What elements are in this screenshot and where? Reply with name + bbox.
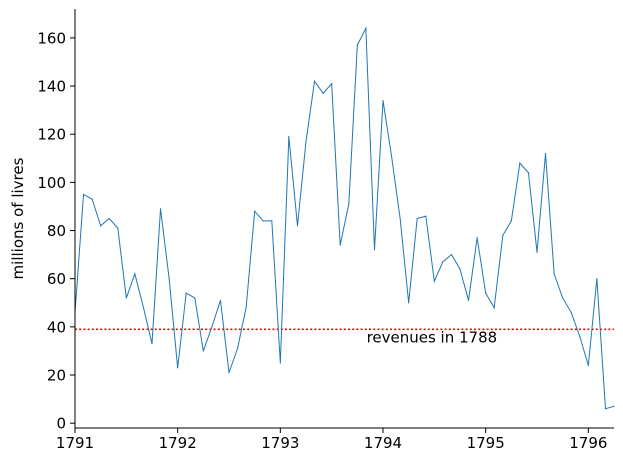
data-point xyxy=(331,83,333,85)
data-point xyxy=(142,306,145,309)
y-tick-label: 100 xyxy=(37,174,66,192)
x-tick-label: 1792 xyxy=(159,434,197,452)
data-point xyxy=(373,249,376,251)
data-point xyxy=(510,220,512,222)
data-point xyxy=(100,225,102,227)
data-point xyxy=(613,405,615,407)
y-axis: 0 20 40 60 80 100 120 140 160 millions of livres xyxy=(9,9,76,433)
x-axis: 1791 1792 1793 1794 1795 1796 xyxy=(56,427,614,452)
y-tick-label: 0 xyxy=(56,415,66,433)
data-point xyxy=(390,155,393,157)
data-point xyxy=(185,292,187,294)
data-point xyxy=(245,306,247,309)
x-tick-label: 1794 xyxy=(364,434,402,452)
data-point xyxy=(382,99,384,102)
data-point xyxy=(536,251,538,253)
data-point xyxy=(82,193,85,196)
data-point xyxy=(604,408,607,410)
y-ticks: 0 20 40 60 80 100 120 140 160 xyxy=(37,29,75,433)
data-point xyxy=(219,299,222,301)
data-point xyxy=(288,136,290,138)
x-ticks: 1791 1792 1793 1794 1795 1796 xyxy=(56,428,607,452)
data-point xyxy=(305,140,307,143)
data-point xyxy=(194,297,196,299)
data-point xyxy=(553,273,555,275)
data-point xyxy=(596,278,598,280)
data-point xyxy=(91,198,93,200)
y-tick-label: 80 xyxy=(47,222,66,240)
y-tick-label: 160 xyxy=(37,29,66,47)
data-point xyxy=(177,367,179,369)
y-tick-label: 20 xyxy=(47,367,66,385)
data-point xyxy=(544,152,547,155)
data-point xyxy=(493,306,495,309)
x-tick-label: 1795 xyxy=(467,434,505,452)
data-point xyxy=(450,254,453,256)
data-point xyxy=(211,326,213,328)
data-point xyxy=(168,278,170,280)
data-point xyxy=(476,237,478,239)
data-point xyxy=(587,364,589,366)
data-point xyxy=(442,261,444,263)
y-tick-label: 40 xyxy=(47,318,66,336)
data-point xyxy=(339,244,341,246)
data-point xyxy=(519,162,521,164)
x-tick-label: 1796 xyxy=(569,434,607,452)
data-point xyxy=(254,210,256,212)
data-point xyxy=(562,297,564,299)
data-point xyxy=(399,217,401,220)
y-tick-label: 140 xyxy=(37,78,66,96)
data-point xyxy=(134,273,136,275)
data-point xyxy=(313,80,316,82)
data-point xyxy=(485,292,487,294)
data-point xyxy=(236,347,239,350)
data-point xyxy=(425,215,427,217)
data-point xyxy=(502,234,504,236)
data-point xyxy=(108,217,110,220)
x-tick-label: 1793 xyxy=(261,434,299,452)
y-tick-label: 60 xyxy=(47,270,66,288)
data-point xyxy=(279,362,281,364)
data-point xyxy=(228,372,230,374)
data-point xyxy=(159,208,162,210)
data-point xyxy=(416,217,418,220)
data-point xyxy=(467,299,470,301)
data-point xyxy=(348,203,350,205)
revenue-series-line xyxy=(74,26,615,410)
data-point xyxy=(262,220,264,222)
data-point xyxy=(459,268,461,270)
data-point xyxy=(408,302,410,304)
data-point xyxy=(322,92,324,94)
data-point xyxy=(433,280,435,282)
data-point xyxy=(117,227,119,229)
data-point xyxy=(125,297,127,299)
y-tick-label: 120 xyxy=(37,126,66,144)
data-point xyxy=(271,220,273,222)
data-point xyxy=(296,225,299,227)
x-tick-label: 1791 xyxy=(56,434,94,452)
data-point xyxy=(365,27,367,29)
data-point xyxy=(202,350,204,352)
data-point xyxy=(356,44,358,46)
plot-area: revenues in 1788 xyxy=(74,26,615,410)
data-points xyxy=(74,27,615,410)
reference-line-label: revenues in 1788 xyxy=(367,328,498,346)
data-point xyxy=(579,335,581,338)
data-point xyxy=(151,343,153,345)
data-point xyxy=(570,311,572,314)
y-axis-title: millions of livres xyxy=(9,157,27,279)
data-point xyxy=(527,172,530,174)
